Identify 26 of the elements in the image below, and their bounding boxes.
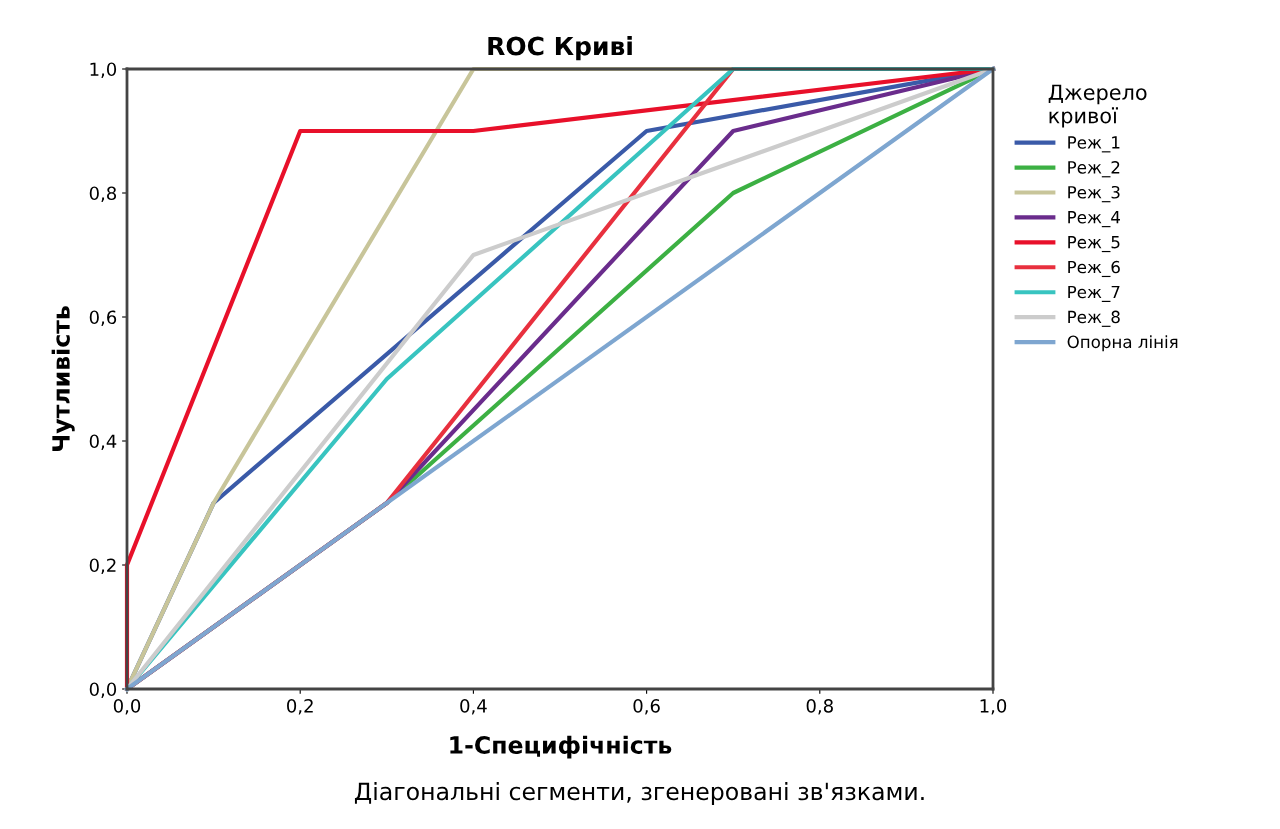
y-tick-label: 1,0	[90, 62, 117, 78]
x-tick-label: 0,4	[460, 699, 487, 715]
y-tick-label: 0,4	[89, 434, 117, 450]
chart-title: ROC Криві	[488, 36, 632, 61]
text: Діагональні сегменти, згенеровані зв'язками.	[354, 782, 924, 805]
legend-label: Опорна лінія	[1067, 335, 1178, 352]
legend-title: Джерело кривої	[1048, 84, 1147, 128]
x-tick-label: 1,0	[980, 699, 1007, 715]
x-tick-label: 0,2	[287, 699, 313, 715]
y-axis-title: Чутливість	[51, 306, 75, 451]
legend-label: Реж_4	[1068, 211, 1120, 228]
x-axis-title: 1-Специфічність	[450, 735, 672, 759]
x-tick-label: 0,8	[806, 699, 833, 715]
legend-label: Реж_1	[1068, 136, 1120, 153]
legend-label: Реж_7	[1068, 285, 1120, 302]
x-tick-label: 0,6	[633, 699, 660, 715]
legend-label: Реж_3	[1068, 185, 1120, 203]
legend-label: Реж_2	[1068, 161, 1120, 178]
legend-label: Реж_8	[1068, 310, 1120, 327]
y-tick-label: 0,0	[89, 682, 117, 698]
y-tick-label: 0,8	[89, 186, 117, 202]
y-tick-label: 0,2	[89, 558, 116, 574]
y-tick-label: 0,6	[89, 310, 117, 326]
legend-label: Реж_6	[1068, 260, 1120, 278]
legend-label: Реж_5	[1068, 236, 1120, 253]
x-tick-label: 0,0	[113, 699, 141, 715]
